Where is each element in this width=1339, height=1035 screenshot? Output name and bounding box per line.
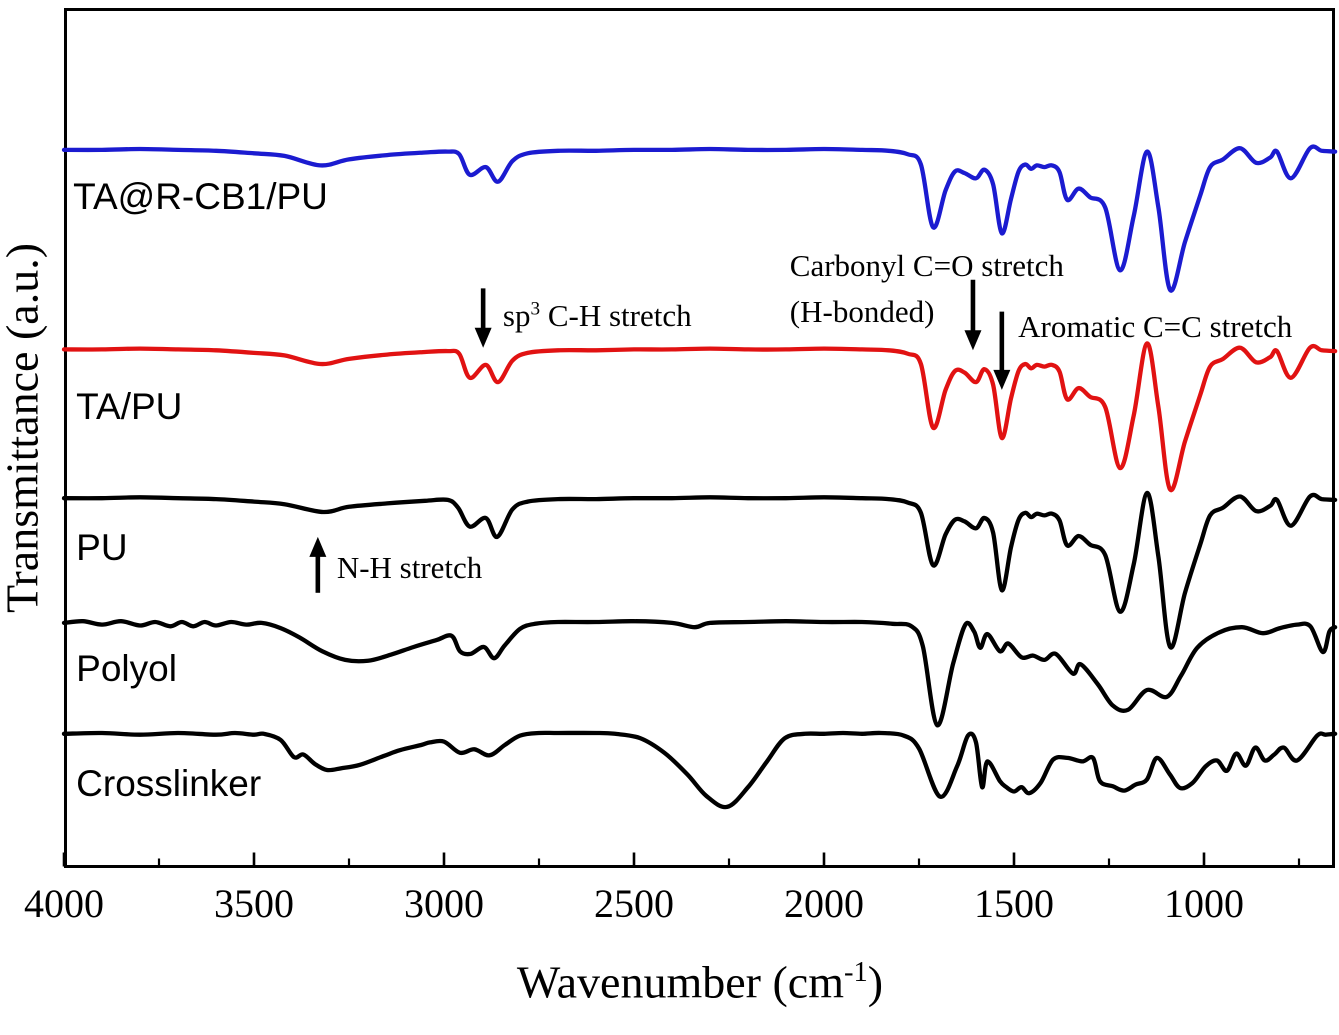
annotation-carbonyl-line1: Carbonyl C=O stretch — [789, 248, 1064, 283]
x-tick-label-1500: 1500 — [974, 881, 1054, 926]
x-tick-label-4000: 4000 — [24, 881, 104, 926]
spectrum-curve-crosslinker — [61, 730, 1338, 810]
annotation-carbonyl-line2: (H-bonded) — [789, 294, 935, 330]
spectrum-curve-polyol — [61, 619, 1338, 728]
spectrum-curve-pu — [61, 490, 1338, 650]
x-axis-title-sup: -1 — [844, 957, 868, 989]
x-tick-label-3000: 3000 — [404, 881, 484, 926]
x-tick-label-1000: 1000 — [1164, 881, 1244, 926]
arrow-sp3-ch — [474, 288, 492, 348]
x-tick-label-2500: 2500 — [594, 881, 674, 926]
y-axis-title-text: Transmittance (a.u.) — [0, 242, 48, 614]
curve-label-ta-pu: TA/PU — [76, 386, 183, 428]
arrow-nh — [309, 536, 327, 593]
curve-label-ta-r-cb1-pu: TA@R-CB1/PU — [73, 175, 328, 217]
x-tick-label-2000: 2000 — [784, 881, 864, 926]
spectrum-curve-ta-pu — [61, 341, 1338, 492]
x-axis-title-text: Wavenumber (cm-1) — [516, 956, 884, 1008]
annotation-sp3-ch-stretch: sp3 C-H stretch — [502, 297, 692, 333]
annotation-aromatic-cc-stretch: Aromatic C=C stretch — [1018, 309, 1293, 345]
x-tick-label-3500: 3500 — [214, 881, 294, 926]
arrow-aromatic-cc — [993, 311, 1011, 390]
annotation-nh-stretch: N-H stretch — [336, 549, 483, 585]
spectrum-curve-ta-r-cb1-pu — [61, 144, 1338, 293]
arrow-carbonyl — [964, 279, 982, 351]
curve-label-pu: PU — [76, 526, 128, 568]
curve-label-crosslinker: Crosslinker — [76, 763, 262, 805]
curve-label-polyol: Polyol — [76, 647, 177, 689]
plot-frame — [64, 8, 1335, 868]
